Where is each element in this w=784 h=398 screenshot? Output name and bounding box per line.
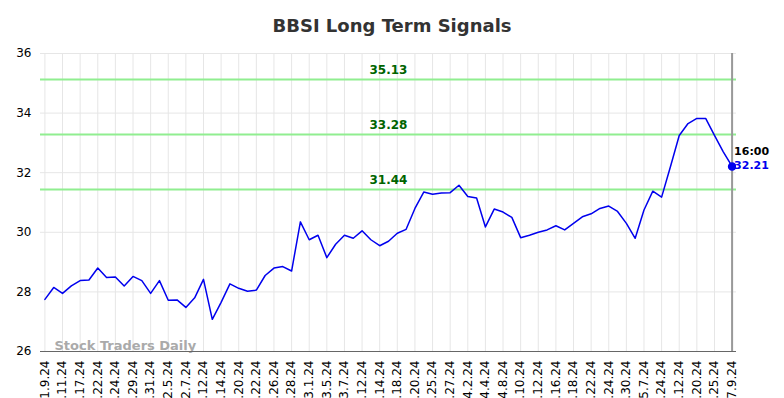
svg-text:4.2.24: 4.2.24 (461, 361, 475, 398)
svg-text:6.20.24: 6.20.24 (690, 361, 704, 398)
svg-text:4.24.24: 4.24.24 (602, 361, 616, 398)
svg-text:32.21: 32.21 (734, 159, 769, 172)
svg-text:2.5.24: 2.5.24 (161, 361, 175, 398)
svg-text:33.28: 33.28 (370, 118, 408, 132)
svg-text:3.20.24: 3.20.24 (408, 361, 422, 398)
svg-text:2.28.24: 2.28.24 (284, 361, 298, 398)
svg-text:3.14.24: 3.14.24 (373, 361, 387, 398)
svg-text:5.7.24: 5.7.24 (637, 361, 651, 398)
svg-text:5.24.24: 5.24.24 (654, 361, 668, 398)
svg-text:31.44: 31.44 (370, 173, 408, 187)
svg-text:1.17.24: 1.17.24 (73, 361, 87, 398)
svg-text:34: 34 (16, 106, 31, 120)
svg-text:2.26.24: 2.26.24 (267, 361, 281, 398)
html-text:BBSI Long Term Signals: BBSI Long Term Signals (272, 15, 512, 36)
svg-text:16:00: 16:00 (734, 145, 769, 158)
svg-text:4.18.24: 4.18.24 (566, 361, 580, 398)
svg-text:2.7.24: 2.7.24 (179, 361, 193, 398)
svg-text:1.22.24: 1.22.24 (91, 361, 105, 398)
svg-text:28: 28 (16, 285, 31, 299)
svg-text:4.12.24: 4.12.24 (531, 361, 545, 398)
svg-text:3.18.24: 3.18.24 (390, 361, 404, 398)
svg-text:4.16.24: 4.16.24 (549, 361, 563, 398)
svg-text:3.1.24: 3.1.24 (302, 361, 316, 398)
svg-text:3.25.24: 3.25.24 (425, 361, 439, 398)
svg-text:Stock Traders Daily: Stock Traders Daily (55, 338, 197, 353)
svg-text:1.24.24: 1.24.24 (108, 361, 122, 398)
svg-text:1.29.24: 1.29.24 (126, 361, 140, 398)
svg-text:36: 36 (16, 46, 31, 60)
svg-text:6.25.24: 6.25.24 (707, 361, 721, 398)
svg-text:4.8.24: 4.8.24 (496, 361, 510, 398)
svg-text:2.22.24: 2.22.24 (249, 361, 263, 398)
svg-text:26: 26 (16, 344, 31, 358)
svg-text:30: 30 (16, 225, 31, 239)
svg-text:2.14.24: 2.14.24 (214, 361, 228, 398)
svg-text:3.27.24: 3.27.24 (443, 361, 457, 398)
svg-text:4.22.24: 4.22.24 (584, 361, 598, 398)
svg-text:35.13: 35.13 (370, 63, 408, 77)
svg-text:3.5.24: 3.5.24 (320, 361, 334, 398)
svg-text:2.12.24: 2.12.24 (196, 361, 210, 398)
svg-text:3.7.24: 3.7.24 (337, 361, 351, 398)
svg-text:1.11.24: 1.11.24 (55, 361, 69, 398)
svg-text:4.4.24: 4.4.24 (478, 361, 492, 398)
svg-text:32: 32 (16, 166, 31, 180)
svg-text:4.30.24: 4.30.24 (619, 361, 633, 398)
svg-text:4.10.24: 4.10.24 (513, 361, 527, 398)
svg-text:2.20.24: 2.20.24 (232, 361, 246, 398)
svg-text:6.12.24: 6.12.24 (672, 361, 686, 398)
svg-text:1.9.24: 1.9.24 (38, 361, 52, 398)
svg-text:7.9.24: 7.9.24 (725, 361, 739, 398)
svg-text:1.31.24: 1.31.24 (143, 361, 157, 398)
svg-text:3.12.24: 3.12.24 (355, 361, 369, 398)
